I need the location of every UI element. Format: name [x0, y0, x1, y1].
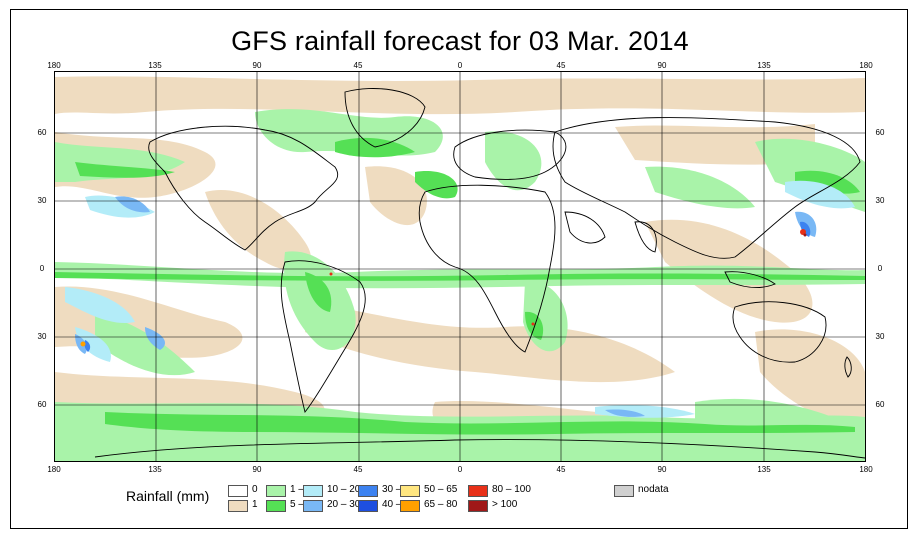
longitude-tick-label: 135	[757, 465, 771, 474]
longitude-tick-label: 45	[556, 465, 566, 474]
legend-swatch	[400, 500, 420, 512]
legend-label: 40 – 50	[382, 499, 416, 510]
legend-swatch	[468, 485, 488, 497]
legend-swatch	[228, 500, 248, 512]
legend-swatch	[358, 485, 378, 497]
legend-label: > 100	[492, 499, 518, 510]
legend-swatch	[266, 485, 286, 497]
map-title: GFS rainfall forecast for 03 Mar. 2014	[231, 26, 689, 56]
latitude-tick-label: 30	[875, 196, 885, 205]
legend-label: 1 – 5	[290, 484, 313, 495]
longitude-tick-label: 90	[657, 465, 667, 474]
legend-swatch	[228, 485, 248, 497]
rain-10-20mm-areas	[65, 180, 855, 418]
legend-swatch	[400, 485, 420, 497]
legend-swatch	[266, 500, 286, 512]
figure-frame	[10, 9, 908, 529]
longitude-tick-label: 45	[353, 465, 363, 474]
longitude-tick-label: 180	[47, 61, 61, 70]
rain-heavy-spots	[80, 229, 807, 347]
latitude-tick-label: 60	[37, 400, 47, 409]
longitude-tick-label: 180	[859, 465, 873, 474]
legend-swatch	[614, 485, 634, 497]
latitude-tick-label: 0	[39, 264, 45, 273]
legend-swatch	[358, 500, 378, 512]
rainfall-map	[54, 71, 866, 462]
legend-title: Rainfall (mm)	[126, 488, 210, 504]
latitude-tick-label: 30	[37, 332, 47, 341]
rain-30-50mm-areas	[84, 221, 811, 352]
legend-swatch	[303, 500, 323, 512]
latitude-tick-label: 30	[37, 196, 47, 205]
legend-label: 50 – 65	[424, 484, 458, 495]
rainfall-map-canvas	[55, 72, 865, 461]
continent-outlines	[94, 88, 865, 459]
longitude-tick-label: 90	[252, 61, 262, 70]
latitude-tick-label: 60	[875, 400, 885, 409]
legend-swatch	[468, 500, 488, 512]
legend-label: 0	[252, 484, 258, 495]
longitude-tick-label: 180	[47, 465, 61, 474]
longitude-tick-label: 45	[353, 61, 363, 70]
legend-label: nodata	[638, 484, 669, 495]
legend-label: 30 – 40	[382, 484, 416, 495]
legend-label: 20 – 30	[327, 499, 361, 510]
legend-label: 1	[252, 499, 258, 510]
latitude-tick-label: 0	[877, 264, 883, 273]
legend-label: 65 – 80	[424, 499, 458, 510]
longitude-tick-label: 90	[657, 61, 667, 70]
longitude-tick-label: 45	[556, 61, 566, 70]
legend-label: 80 – 100	[492, 484, 531, 495]
longitude-tick-label: 0	[457, 61, 463, 70]
longitude-tick-label: 135	[148, 61, 162, 70]
latitude-tick-label: 60	[875, 128, 885, 137]
latitude-tick-label: 60	[37, 128, 47, 137]
longitude-tick-label: 180	[859, 61, 873, 70]
legend-label: 10 – 20	[327, 484, 361, 495]
latitude-tick-label: 30	[875, 332, 885, 341]
graticule	[55, 72, 865, 461]
longitude-tick-label: 90	[252, 465, 262, 474]
legend-swatch	[303, 485, 323, 497]
longitude-tick-label: 135	[148, 465, 162, 474]
longitude-tick-label: 135	[757, 61, 771, 70]
longitude-tick-label: 0	[457, 465, 463, 474]
